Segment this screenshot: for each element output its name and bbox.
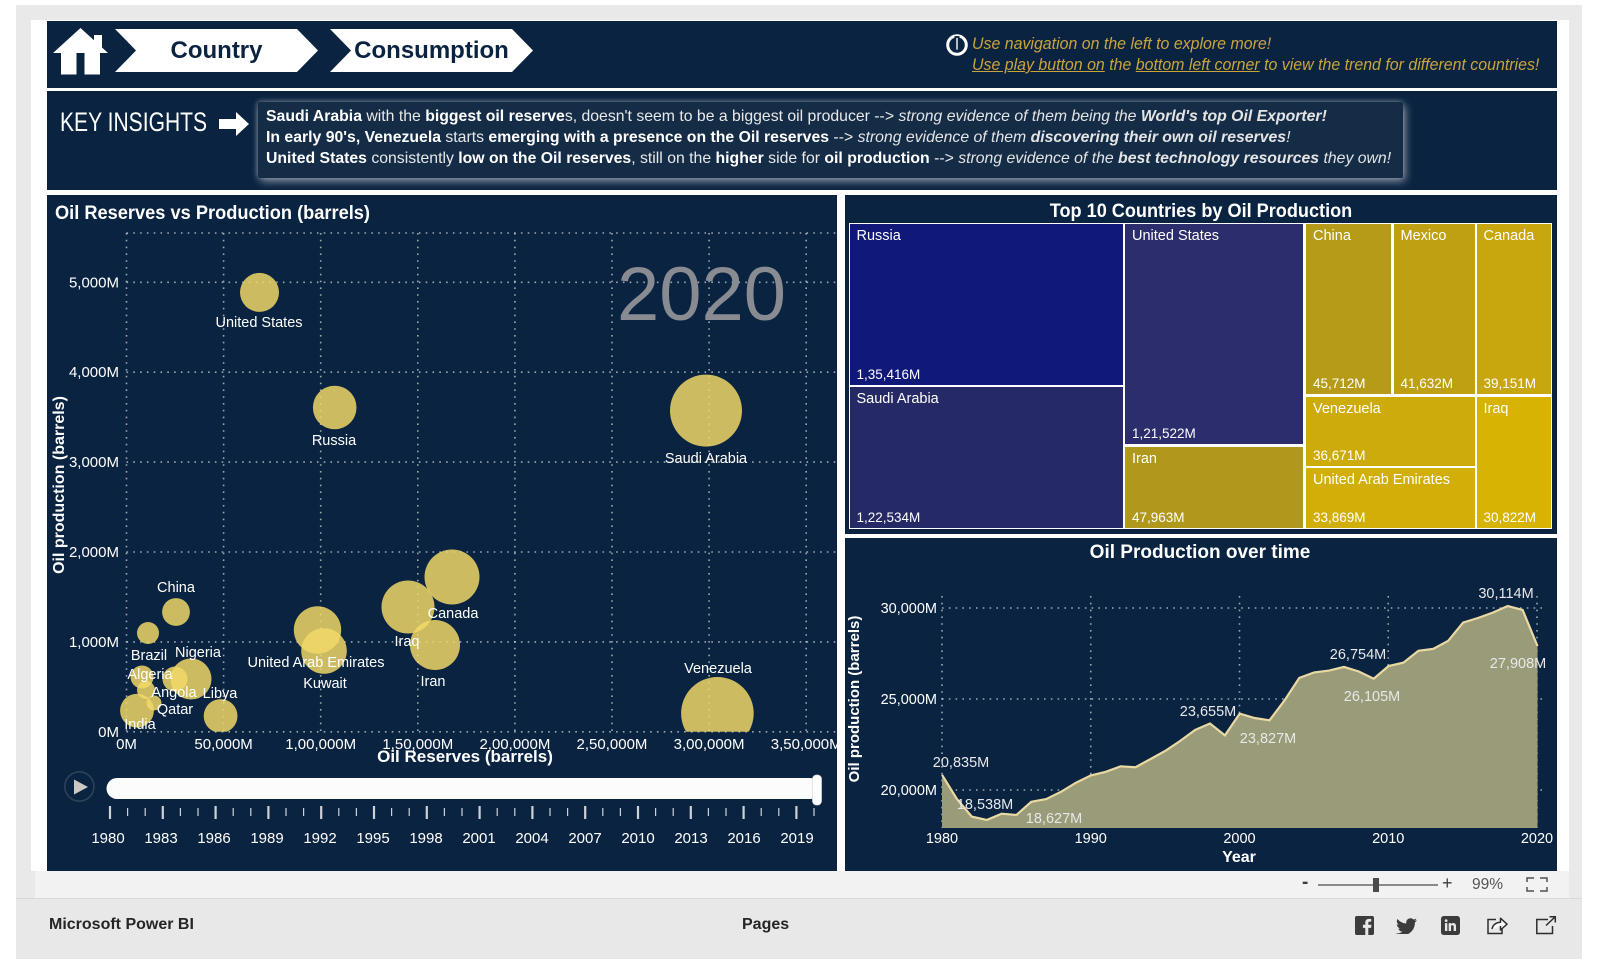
svg-text:3,000M: 3,000M bbox=[69, 454, 119, 471]
svg-text:50,000M: 50,000M bbox=[194, 736, 252, 753]
svg-text:1,50,000M: 1,50,000M bbox=[382, 736, 453, 753]
svg-text:China: China bbox=[157, 580, 196, 596]
svg-text:India: India bbox=[124, 717, 156, 733]
svg-text:2004: 2004 bbox=[515, 830, 548, 847]
svg-text:2001: 2001 bbox=[462, 830, 495, 847]
svg-text:2016: 2016 bbox=[727, 830, 760, 847]
svg-text:Algeria: Algeria bbox=[127, 667, 173, 683]
svg-text:23,827M: 23,827M bbox=[1240, 731, 1296, 747]
svg-text:3,00,000M: 3,00,000M bbox=[674, 736, 745, 753]
svg-text:23,655M: 23,655M bbox=[1180, 704, 1236, 720]
svg-text:Nigeria: Nigeria bbox=[175, 645, 222, 661]
svg-text:1998: 1998 bbox=[409, 830, 442, 847]
svg-text:Oil production (barrels): Oil production (barrels) bbox=[51, 396, 68, 574]
svg-text:Libya: Libya bbox=[203, 686, 239, 702]
svg-text:20,000M: 20,000M bbox=[881, 783, 937, 799]
svg-text:Kuwait: Kuwait bbox=[303, 676, 347, 692]
svg-text:United States: United States bbox=[215, 315, 302, 331]
svg-text:26,105M: 26,105M bbox=[1344, 689, 1400, 705]
svg-text:Saudi Arabia: Saudi Arabia bbox=[665, 451, 748, 467]
svg-text:30,114M: 30,114M bbox=[1478, 586, 1533, 602]
svg-text:18,627M: 18,627M bbox=[1026, 811, 1082, 827]
svg-text:Angola: Angola bbox=[151, 685, 197, 701]
svg-text:Oil production (barrels): Oil production (barrels) bbox=[846, 616, 863, 783]
svg-text:1989: 1989 bbox=[250, 830, 283, 847]
svg-text:United Arab Emirates: United Arab Emirates bbox=[247, 655, 384, 671]
svg-text:1995: 1995 bbox=[356, 830, 389, 847]
svg-text:2010: 2010 bbox=[621, 830, 654, 847]
svg-text:1986: 1986 bbox=[197, 830, 230, 847]
svg-text:Canada: Canada bbox=[428, 606, 480, 622]
svg-text:2,50,000M: 2,50,000M bbox=[577, 736, 648, 753]
svg-text:Brazil: Brazil bbox=[131, 648, 167, 664]
svg-text:2000: 2000 bbox=[1223, 831, 1255, 847]
svg-text:Venezuela: Venezuela bbox=[684, 661, 753, 677]
svg-text:Oil Reserves (barrels): Oil Reserves (barrels) bbox=[377, 747, 553, 766]
svg-text:Qatar: Qatar bbox=[157, 702, 193, 718]
svg-text:5,000M: 5,000M bbox=[69, 274, 119, 291]
svg-text:1980: 1980 bbox=[926, 831, 958, 847]
svg-text:1,000M: 1,000M bbox=[69, 634, 119, 651]
svg-text:25,000M: 25,000M bbox=[881, 692, 937, 708]
svg-text:2020: 2020 bbox=[617, 252, 786, 337]
svg-text:2,00,000M: 2,00,000M bbox=[479, 736, 550, 753]
svg-text:2007: 2007 bbox=[568, 830, 601, 847]
svg-text:30,000M: 30,000M bbox=[881, 601, 937, 617]
svg-text:1983: 1983 bbox=[144, 830, 177, 847]
svg-text:1992: 1992 bbox=[303, 830, 336, 847]
svg-text:Iran: Iran bbox=[421, 674, 446, 690]
svg-text:Oil Production over time: Oil Production over time bbox=[1090, 542, 1311, 563]
svg-text:26,754M: 26,754M bbox=[1330, 647, 1386, 663]
svg-text:Year: Year bbox=[1222, 849, 1256, 866]
svg-text:Oil Reserves vs Production (ba: Oil Reserves vs Production (barrels) bbox=[55, 203, 370, 224]
svg-text:Iraq: Iraq bbox=[395, 634, 420, 650]
svg-text:Russia: Russia bbox=[312, 433, 357, 449]
svg-text:0M: 0M bbox=[98, 724, 119, 741]
svg-text:0M: 0M bbox=[116, 736, 137, 753]
svg-text:2,000M: 2,000M bbox=[69, 544, 119, 561]
svg-text:18,538M: 18,538M bbox=[957, 797, 1013, 813]
svg-text:20,835M: 20,835M bbox=[933, 755, 989, 771]
svg-text:2020: 2020 bbox=[1521, 831, 1553, 847]
svg-text:1980: 1980 bbox=[91, 830, 124, 847]
svg-text:1,00,000M: 1,00,000M bbox=[285, 736, 356, 753]
svg-text:3,50,000M: 3,50,000M bbox=[771, 736, 842, 753]
svg-text:2013: 2013 bbox=[674, 830, 707, 847]
svg-text:2010: 2010 bbox=[1372, 831, 1404, 847]
svg-text:27,908M: 27,908M bbox=[1490, 656, 1546, 672]
svg-text:1990: 1990 bbox=[1075, 831, 1107, 847]
svg-text:4,000M: 4,000M bbox=[69, 364, 119, 381]
svg-text:2019: 2019 bbox=[780, 830, 813, 847]
